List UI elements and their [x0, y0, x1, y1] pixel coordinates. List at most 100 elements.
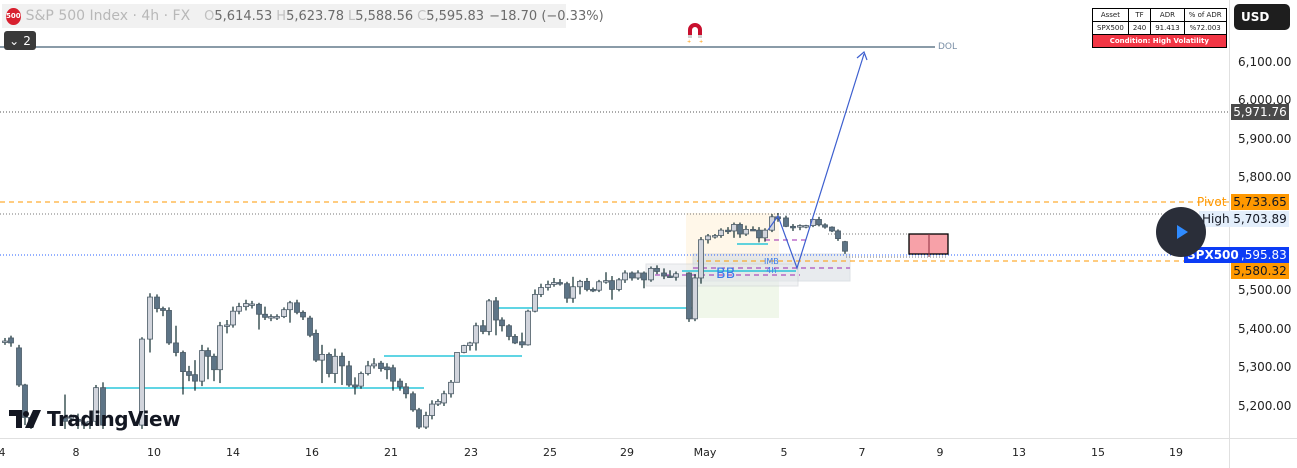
bearish-candle[interactable]	[667, 275, 673, 278]
bullish-candle[interactable]	[545, 284, 551, 288]
bearish-candle[interactable]	[686, 272, 692, 320]
bearish-candle[interactable]	[326, 353, 332, 374]
bullish-candle[interactable]	[648, 267, 654, 281]
bullish-candle[interactable]	[287, 302, 293, 311]
bearish-candle[interactable]	[403, 386, 409, 395]
bearish-candle[interactable]	[384, 366, 390, 371]
bearish-candle[interactable]	[654, 267, 660, 272]
bearish-candle[interactable]	[294, 302, 300, 313]
bearish-candle[interactable]	[661, 272, 667, 277]
currency-button[interactable]: USD	[1234, 4, 1290, 30]
bullish-candle[interactable]	[532, 293, 538, 312]
bearish-candle[interactable]	[346, 365, 352, 386]
bullish-candle[interactable]	[473, 325, 479, 344]
bullish-candle[interactable]	[731, 224, 737, 232]
bullish-candle[interactable]	[199, 350, 205, 382]
bullish-candle[interactable]	[224, 324, 230, 327]
bullish-candle[interactable]	[803, 225, 809, 228]
bullish-candle[interactable]	[762, 229, 768, 239]
bearish-candle[interactable]	[783, 217, 789, 227]
bearish-candle[interactable]	[410, 393, 416, 411]
bearish-candle[interactable]	[822, 224, 828, 228]
bearish-candle[interactable]	[829, 226, 835, 232]
bearish-candle[interactable]	[737, 224, 743, 235]
bullish-candle[interactable]	[423, 415, 429, 428]
bullish-candle[interactable]	[692, 277, 698, 320]
bearish-candle[interactable]	[519, 341, 525, 346]
bullish-candle[interactable]	[448, 381, 454, 395]
bullish-candle[interactable]	[93, 387, 99, 422]
bullish-candle[interactable]	[810, 219, 816, 226]
bearish-candle[interactable]	[609, 280, 615, 290]
bearish-candle[interactable]	[352, 384, 358, 388]
bullish-candle[interactable]	[147, 296, 153, 340]
bearish-candle[interactable]	[339, 355, 345, 367]
bullish-candle[interactable]	[81, 421, 87, 426]
replay-play-button[interactable]	[1156, 207, 1206, 257]
bearish-candle[interactable]	[192, 374, 198, 382]
bearish-candle[interactable]	[397, 380, 403, 388]
bullish-candle[interactable]	[577, 280, 583, 288]
bullish-candle[interactable]	[435, 401, 441, 405]
bearish-candle[interactable]	[564, 283, 570, 299]
bullish-candle[interactable]	[461, 345, 467, 353]
bearish-candle[interactable]	[300, 311, 306, 318]
bearish-candle[interactable]	[842, 241, 848, 252]
bearish-candle[interactable]	[180, 352, 186, 373]
bearish-candle[interactable]	[512, 336, 518, 344]
bullish-candle[interactable]	[596, 281, 602, 291]
bearish-candle[interactable]	[173, 342, 179, 353]
bullish-candle[interactable]	[673, 273, 679, 278]
bullish-candle[interactable]	[274, 316, 280, 319]
bearish-candle[interactable]	[313, 332, 319, 361]
bullish-candle[interactable]	[441, 393, 447, 404]
bearish-candle[interactable]	[262, 313, 268, 318]
bullish-candle[interactable]	[570, 286, 576, 299]
bullish-candle[interactable]	[718, 229, 724, 236]
bearish-candle[interactable]	[186, 371, 192, 376]
bearish-candle[interactable]	[756, 229, 762, 239]
bearish-candle[interactable]	[790, 225, 796, 229]
bullish-candle[interactable]	[616, 279, 622, 290]
bullish-candle[interactable]	[319, 353, 325, 361]
bullish-candle[interactable]	[551, 282, 557, 285]
bullish-candle[interactable]	[365, 365, 371, 374]
bullish-candle[interactable]	[429, 403, 435, 416]
bullish-candle[interactable]	[712, 235, 718, 238]
bearish-candle[interactable]	[750, 229, 756, 232]
bullish-candle[interactable]	[486, 300, 492, 332]
bullish-candle[interactable]	[622, 272, 628, 281]
symbol-title[interactable]: S&P 500 Index · 4h · FX	[25, 8, 191, 24]
indicators-collapse-button[interactable]: ⌄ 2	[4, 31, 36, 50]
bearish-candle[interactable]	[493, 300, 499, 321]
bullish-candle[interactable]	[603, 280, 609, 283]
bullish-candle[interactable]	[467, 342, 473, 347]
bearish-candle[interactable]	[641, 272, 647, 281]
bearish-candle[interactable]	[205, 350, 211, 357]
bullish-candle[interactable]	[243, 303, 249, 308]
bearish-candle[interactable]	[590, 289, 596, 292]
bullish-candle[interactable]	[68, 416, 74, 419]
bullish-candle[interactable]	[635, 272, 641, 279]
bearish-candle[interactable]	[100, 387, 106, 426]
bullish-candle[interactable]	[281, 309, 287, 317]
bullish-candle[interactable]	[454, 352, 460, 383]
bearish-candle[interactable]	[160, 308, 166, 311]
bearish-candle[interactable]	[22, 384, 28, 418]
bullish-candle[interactable]	[538, 287, 544, 295]
bearish-candle[interactable]	[835, 230, 841, 239]
bullish-candle[interactable]	[698, 239, 704, 279]
bullish-candle[interactable]	[332, 355, 338, 374]
bearish-candle[interactable]	[629, 272, 635, 279]
bullish-candle[interactable]	[249, 303, 255, 306]
bullish-candle[interactable]	[2, 340, 8, 343]
bearish-candle[interactable]	[416, 409, 422, 428]
bullish-candle[interactable]	[371, 363, 377, 367]
bullish-candle[interactable]	[268, 316, 274, 319]
bullish-candle[interactable]	[743, 229, 749, 235]
bullish-candle[interactable]	[217, 325, 223, 371]
bearish-candle[interactable]	[506, 325, 512, 337]
